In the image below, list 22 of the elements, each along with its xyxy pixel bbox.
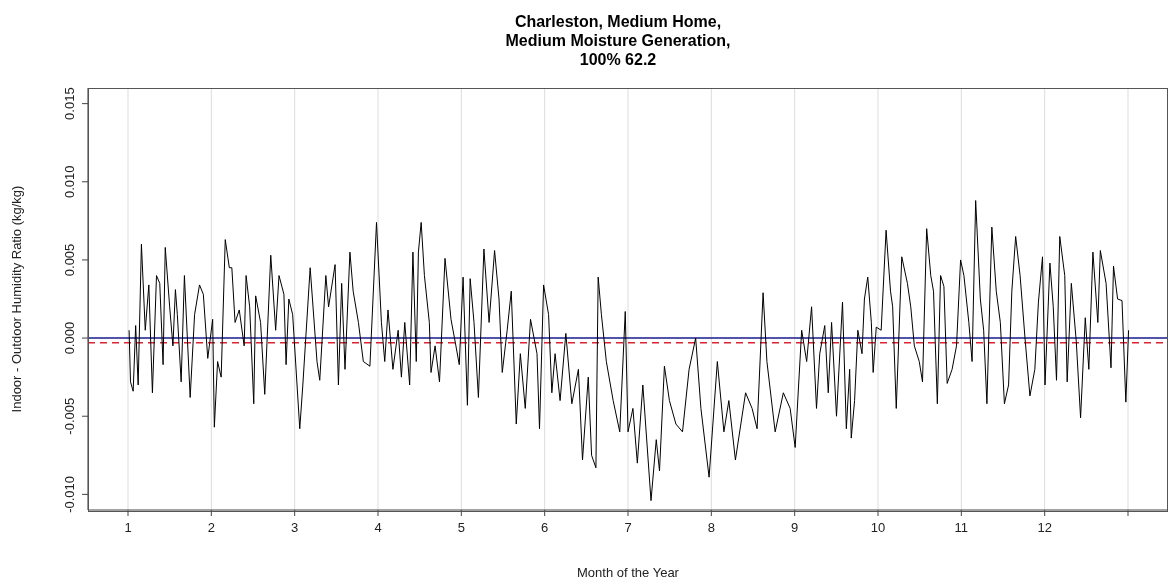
x-tick-label: 7	[624, 520, 632, 535]
chart-title: Charleston, Medium Home, Medium Moisture Generation, 100% 62.2	[504, 12, 732, 69]
x-tick-label: 10	[870, 520, 886, 535]
y-tick-label: 0.015	[62, 87, 77, 120]
x-tick-label: 5	[457, 520, 465, 535]
x-tick-label: 8	[707, 520, 715, 535]
y-tick-label: -0.010	[62, 475, 77, 513]
x-tick-label: 6	[541, 520, 549, 535]
x-tick-label: 12	[1037, 520, 1052, 535]
x-tick-label: 2	[207, 520, 215, 535]
x-tick-label: 3	[291, 520, 299, 535]
y-tick-label: 0.005	[62, 243, 77, 277]
y-tick-label: -0.005	[62, 397, 77, 435]
y-axis-title: Indoor - Outdoor Humidity Ratio (kg/kg)	[8, 185, 24, 413]
x-tick-label: 11	[954, 520, 969, 535]
x-tick-label: 9	[791, 520, 799, 535]
y-tick-label: 0.000	[62, 321, 77, 355]
x-tick-label: 4	[374, 520, 382, 535]
y-tick-label: 0.010	[62, 165, 77, 199]
line-series	[128, 200, 1130, 502]
x-axis-title: Month of the Year	[577, 565, 680, 580]
x-tick-label: 1	[124, 520, 132, 535]
